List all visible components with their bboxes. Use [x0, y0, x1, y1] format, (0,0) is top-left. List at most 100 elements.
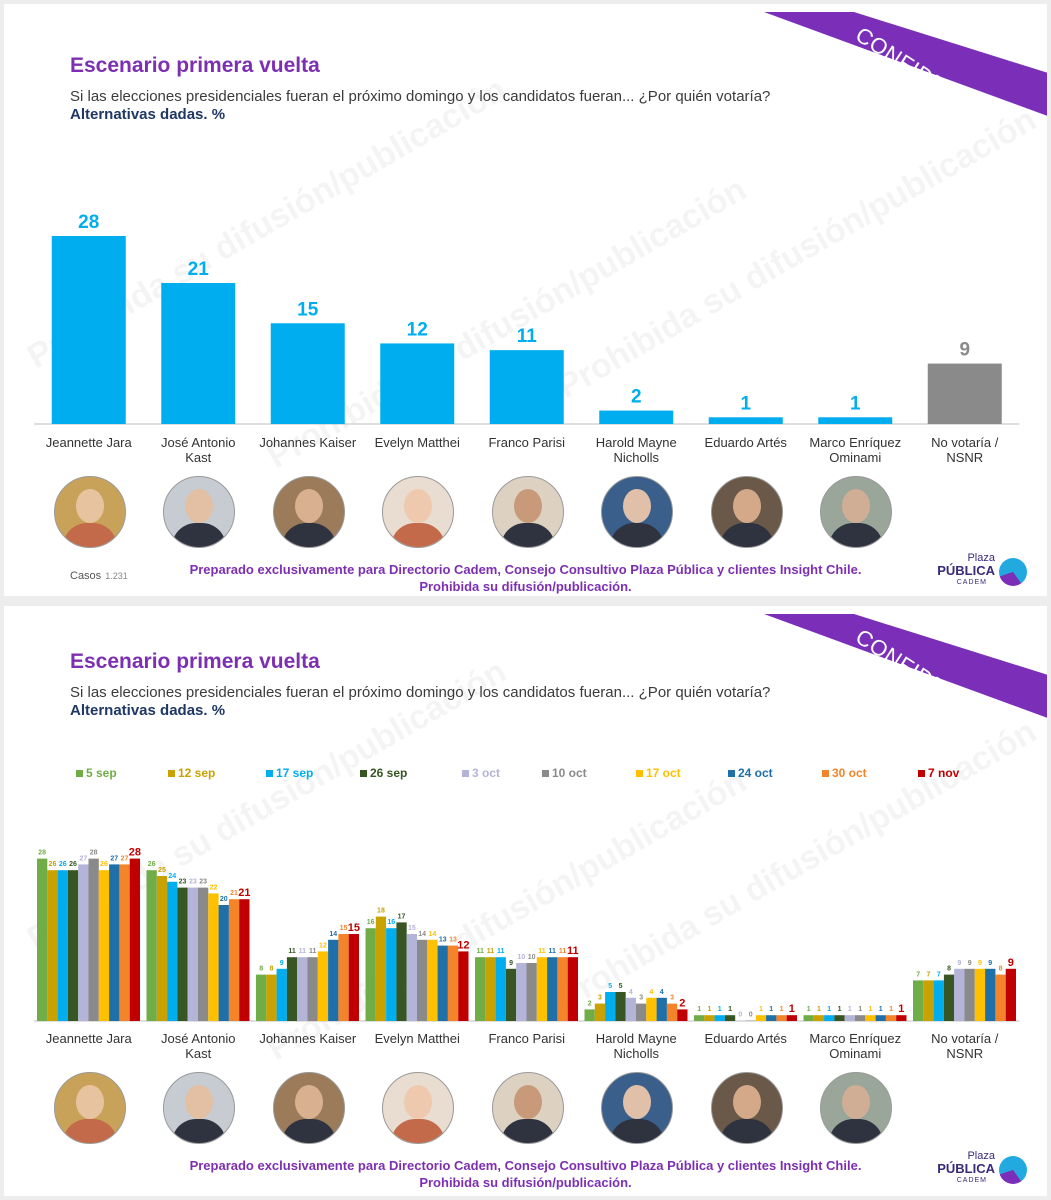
- shoulders-shape: [62, 1119, 117, 1143]
- bar-jeannette-jara-7-nov: [129, 858, 140, 1021]
- data-label: 12: [407, 319, 428, 340]
- bar-jose-antonio-kast-3-oct: [187, 887, 198, 1021]
- data-label: 14: [418, 931, 426, 938]
- data-label: 13: [449, 937, 457, 944]
- face-shape: [404, 489, 433, 523]
- category-label: No votaría /: [931, 1031, 999, 1046]
- face-shape: [732, 489, 761, 523]
- bar-johannes-kaiser-30-oct: [338, 934, 349, 1021]
- bar-marco-enriquez-ominami-17-sep: [824, 1015, 835, 1021]
- data-label: 1: [718, 1006, 722, 1013]
- category-label: No votaría /: [931, 435, 999, 450]
- plaza-publica-logo: Plaza PÚBLICA CADEM: [935, 552, 1035, 592]
- logo-top: Plaza: [967, 1150, 995, 1162]
- data-label: 2: [679, 997, 685, 1009]
- bar-franco-parisi-17-sep: [495, 957, 506, 1021]
- bar-eduardo-artes-26-sep: [724, 1015, 736, 1021]
- bar-marco-enriquez-ominami-7-nov: [896, 1015, 907, 1021]
- portrait-johannes-kaiser: [272, 476, 345, 548]
- bar-jose-antonio-kast-5-sep: [146, 870, 157, 1021]
- bar-eduardo-artes-30-oct: [776, 1015, 787, 1021]
- data-label: 26: [49, 861, 57, 868]
- data-label: 1: [848, 1006, 852, 1013]
- category-label: Ominami: [829, 1046, 881, 1061]
- face-shape: [623, 489, 652, 523]
- bar-johannes-kaiser-17-oct: [317, 951, 329, 1021]
- legend-item: 7 nov: [918, 766, 959, 780]
- bar-evelyn-matthei-10-oct: [417, 939, 428, 1021]
- bar-jeannette-jara-3-oct: [78, 864, 89, 1021]
- data-label: 8: [947, 966, 951, 973]
- data-label: 1: [898, 1003, 904, 1015]
- data-label: 1: [850, 393, 861, 414]
- legend-item: 5 sep: [76, 766, 117, 780]
- category-label: Nicholls: [613, 1046, 659, 1061]
- data-label: 9: [957, 960, 961, 967]
- subtitle: Alternativas dadas. %: [70, 106, 226, 123]
- data-label: 23: [179, 879, 187, 886]
- bar-franco-parisi-26-sep: [505, 968, 517, 1021]
- data-label: 9: [988, 960, 992, 967]
- legend-label: 17 oct: [646, 766, 681, 780]
- bar-jose-antonio-kast-24-oct: [218, 905, 229, 1021]
- data-label: 13: [439, 937, 447, 944]
- face-shape: [294, 1085, 323, 1119]
- legend-item: 26 sep: [360, 766, 407, 780]
- portrait-jeannette-jara: [53, 476, 126, 548]
- bar-no-votaria-nsnr-17-sep: [933, 980, 944, 1021]
- legend-label: 26 sep: [370, 766, 408, 780]
- category-label: Jeannette Jara: [46, 1031, 133, 1046]
- data-label: 14: [329, 931, 337, 938]
- bar-jeannette-jara-17-sep: [57, 870, 68, 1021]
- bar-no-votaria-nsnr-24-oct: [985, 968, 996, 1021]
- category-label: Harold Mayne: [596, 435, 677, 450]
- data-label: 5: [619, 983, 623, 990]
- portrait-harold-mayne-nicholls: [601, 476, 674, 548]
- category-label: Eduardo Artés: [705, 435, 788, 450]
- legend-item: 24 oct: [728, 766, 773, 780]
- face-shape: [185, 489, 214, 523]
- question-text: Si las elecciones presidenciales fueran …: [70, 684, 771, 701]
- legend-item: 17 sep: [266, 766, 313, 780]
- face-shape: [623, 1085, 652, 1119]
- shoulders-shape: [829, 1119, 884, 1143]
- data-label: 26: [69, 861, 77, 868]
- bar-jose-antonio-kast-30-oct: [228, 899, 240, 1021]
- bar-jose-antonio-kast-12-sep: [156, 876, 168, 1021]
- portrait-harold-mayne-nicholls: [601, 1072, 674, 1144]
- bar-eduardo-artes-10-oct: [745, 1020, 756, 1021]
- bar-franco-parisi-5-sep: [475, 957, 486, 1021]
- bar-harold-mayne-nicholls: [599, 410, 674, 424]
- bar-jeannette-jara-30-oct: [119, 864, 130, 1021]
- page-title: Escenario primera vuelta: [70, 54, 320, 77]
- footer-line1: Preparado exclusivamente para Directorio…: [189, 1158, 862, 1173]
- data-label: 9: [968, 960, 972, 967]
- legend-swatch: [360, 770, 367, 778]
- category-label: Jeannette Jara: [46, 435, 133, 450]
- shoulders-shape: [391, 523, 446, 547]
- data-label: 8: [269, 966, 273, 973]
- legend-item: 10 oct: [542, 766, 587, 780]
- bar-johannes-kaiser-7-nov: [348, 934, 359, 1021]
- data-label: 11: [517, 326, 538, 347]
- data-label: 1: [707, 1006, 711, 1013]
- bar-jeannette-jara-12-sep: [47, 870, 58, 1021]
- data-label: 10: [517, 954, 525, 961]
- data-label: 1: [769, 1006, 773, 1013]
- legend-label: 12 sep: [178, 766, 216, 780]
- shoulders-shape: [281, 1119, 336, 1143]
- bar-evelyn-matthei-30-oct: [447, 945, 459, 1021]
- bar-eduardo-artes-24-oct: [766, 1015, 777, 1021]
- bar-marco-enriquez-ominami-30-oct: [885, 1015, 897, 1021]
- legend-label: 17 sep: [276, 766, 314, 780]
- data-label: 3: [639, 995, 643, 1002]
- footer-line2: Prohibida su difusión/publicación.: [419, 1175, 632, 1190]
- bar-no-votaria-nsnr-30-oct: [995, 974, 1006, 1021]
- data-label: 1: [858, 1006, 862, 1013]
- category-label: Marco Enríquez: [809, 435, 901, 450]
- footer: Preparado exclusivamente para Directorio…: [4, 561, 1047, 595]
- category-label: José Antonio: [161, 1031, 235, 1046]
- data-label: 7: [937, 971, 941, 978]
- bar-jeannette-jara-26-sep: [67, 870, 79, 1021]
- data-label: 24: [168, 873, 176, 880]
